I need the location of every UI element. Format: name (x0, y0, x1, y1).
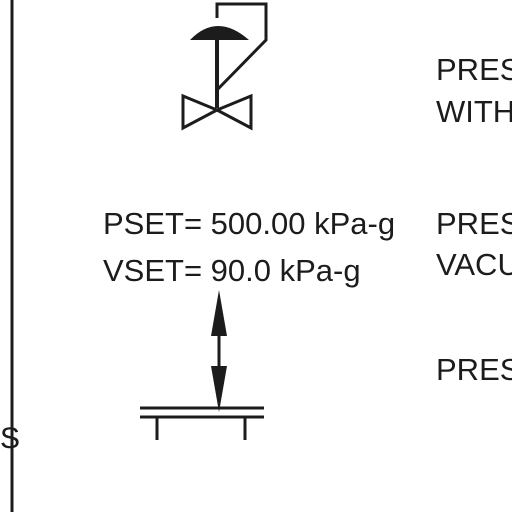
edge-mark: S (0, 422, 20, 455)
arrow-head-down (211, 366, 227, 412)
arrow-head-up (211, 290, 227, 336)
note-2-line-2: VACU (436, 247, 512, 282)
vset-label: VSET= 90.0 kPa-g (103, 253, 361, 288)
double-arrow-icon (211, 290, 227, 412)
actuator-diaphragm (190, 26, 249, 40)
right-notes: PRES WITH PRES VACU PRES (436, 52, 512, 387)
tank-nozzle-icon (140, 406, 264, 440)
control-valve-icon (181, 2, 268, 131)
note-2-line-1: PRES (436, 206, 512, 241)
pset-label: PSET= 500.00 kPa-g (103, 206, 395, 241)
signal-line (215, 2, 268, 92)
note-3-line-1: PRES (436, 352, 512, 387)
valve-body-left (181, 93, 221, 131)
valve-body-right (213, 93, 253, 131)
note-1-line-1: PRES (436, 52, 512, 87)
note-1-line-2: WITH (436, 94, 512, 129)
